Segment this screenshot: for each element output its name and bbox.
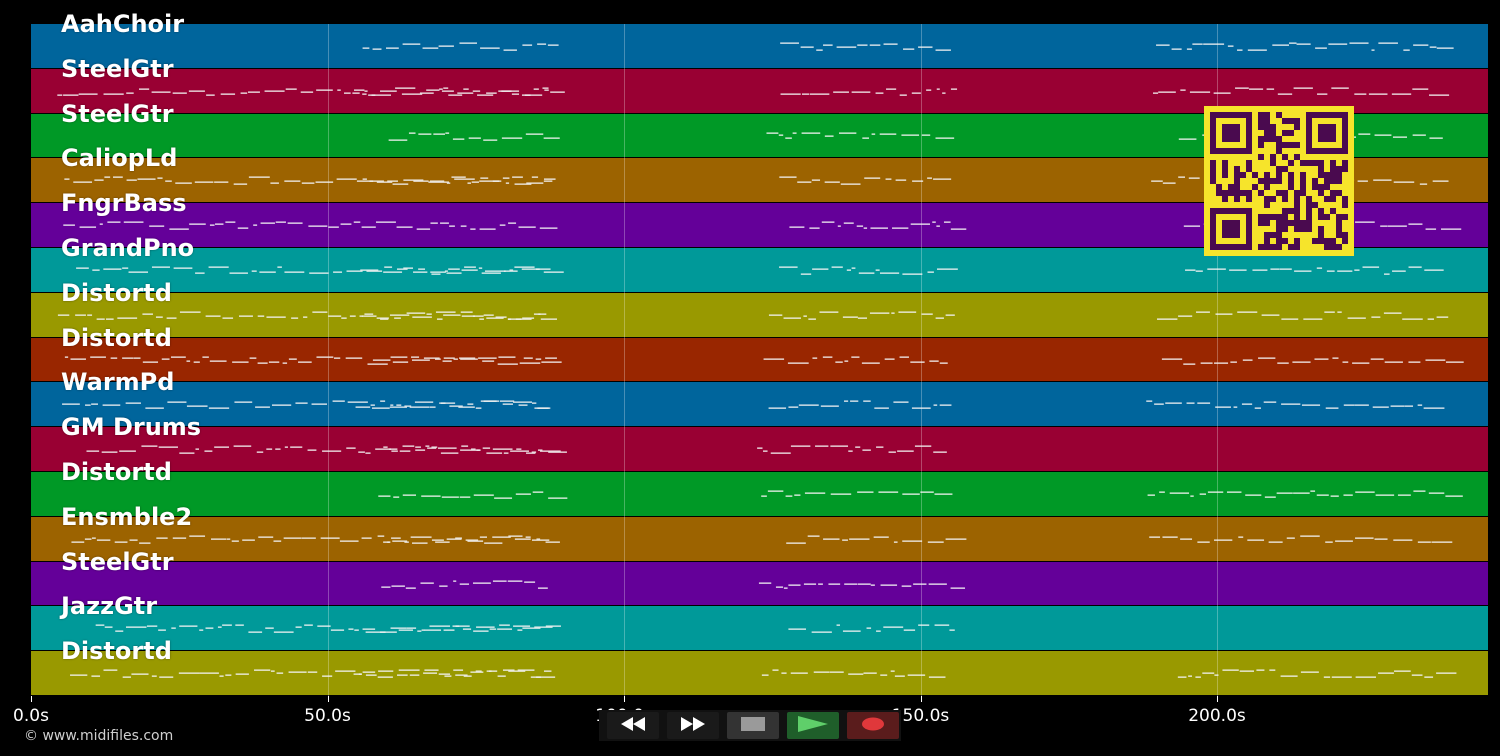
track-label: Distortd: [61, 323, 172, 352]
axis-tick-label: 150.0s: [891, 706, 950, 726]
axis-tick-label: 0.0s: [13, 706, 49, 726]
note-events: [70, 669, 1457, 679]
grid-line: [920, 24, 922, 696]
track-label: GM Drums: [61, 413, 202, 442]
record-icon: [861, 716, 885, 735]
track-label: Distortd: [61, 637, 172, 666]
note-events: [378, 490, 1463, 499]
track-label: JazzGtr: [61, 592, 158, 621]
track-label: Ensmble2: [61, 502, 193, 531]
track-lane[interactable]: [31, 24, 1488, 69]
track-lane[interactable]: [31, 606, 1488, 652]
stop-icon: [741, 716, 765, 735]
axis-tick: [31, 696, 32, 702]
rewind-button[interactable]: [607, 712, 659, 739]
fast-forward-button[interactable]: [667, 712, 719, 739]
note-events: [95, 624, 955, 634]
qr-code-pattern: [1210, 112, 1348, 250]
copyright-notice: © www.midifiles.com: [24, 728, 174, 744]
note-events: [57, 311, 1449, 320]
transport-controls: [599, 710, 901, 741]
note-events: [57, 87, 1450, 96]
track-lane[interactable]: [31, 561, 1488, 607]
play-icon: [798, 715, 828, 736]
axis-tick-label: 50.0s: [304, 706, 351, 726]
grid-line: [1217, 24, 1218, 696]
note-events: [362, 42, 1454, 51]
record-button[interactable]: [847, 712, 899, 739]
note-events: [62, 400, 1445, 410]
note-events: [86, 445, 947, 455]
track-label: AahChoir: [61, 10, 185, 38]
track-lane[interactable]: [31, 651, 1488, 696]
track-lane[interactable]: [31, 427, 1488, 472]
track-label: FngrBass: [61, 189, 187, 218]
play-button[interactable]: [787, 712, 839, 739]
note-events: [381, 579, 966, 589]
track-label: Distortd: [61, 458, 172, 486]
axis-tick: [1217, 696, 1218, 702]
track-lane[interactable]: [31, 472, 1488, 517]
track-lane[interactable]: [31, 382, 1488, 428]
track-label: SteelGtr: [61, 54, 174, 83]
note-events: [76, 266, 1444, 275]
track-lane[interactable]: [31, 516, 1488, 562]
track-label: CaliopLd: [61, 144, 178, 173]
qr-code: [1204, 106, 1354, 256]
track-lane[interactable]: [31, 337, 1488, 383]
track-lane[interactable]: [31, 292, 1488, 338]
fast-forward-icon: [679, 716, 707, 735]
axis-tick-label: 200.0s: [1188, 706, 1246, 726]
track-label: SteelGtr: [61, 547, 174, 576]
axis-tick: [327, 696, 329, 702]
track-label: GrandPno: [61, 234, 195, 262]
axis-tick: [624, 696, 625, 702]
stop-button[interactable]: [727, 712, 779, 739]
track-label: SteelGtr: [61, 99, 174, 128]
grid-line: [624, 24, 625, 696]
grid-line: [327, 24, 329, 696]
note-events: [64, 355, 1464, 365]
track-label: WarmPd: [61, 368, 175, 397]
rewind-icon: [619, 716, 647, 735]
track-label: Distortd: [61, 278, 172, 307]
note-events: [71, 535, 1453, 544]
axis-tick: [920, 696, 922, 702]
